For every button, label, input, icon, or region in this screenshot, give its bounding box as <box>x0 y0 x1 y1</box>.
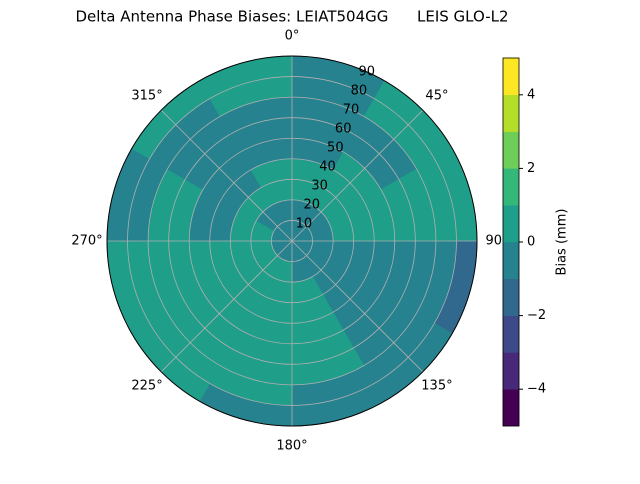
r-tick-label: 30 <box>311 179 328 194</box>
colorbar-segment <box>502 57 520 96</box>
grid-spoke <box>291 109 424 242</box>
colorbar-segment <box>502 352 520 390</box>
colorbar-tick-label: 0 <box>527 235 535 250</box>
colorbar-segment <box>502 94 520 132</box>
theta-tick-label: 315° <box>131 89 162 104</box>
polar-frame <box>106 55 478 427</box>
theta-tick-label: 225° <box>131 378 162 393</box>
r-tick-label: 60 <box>335 122 352 137</box>
r-tick-label: 50 <box>327 141 344 156</box>
colorbar-segment <box>502 131 520 169</box>
r-tick-label: 80 <box>351 84 368 99</box>
r-tick-label: 70 <box>343 103 360 118</box>
chart-title: Delta Antenna Phase Biases: LEIAT504GG L… <box>75 8 508 26</box>
colorbar-segment <box>502 241 520 280</box>
r-tick-label: 20 <box>303 198 320 213</box>
theta-tick-label: 45° <box>425 89 448 104</box>
colorbar-tick-label: −2 <box>527 308 546 323</box>
theta-tick-label: 0° <box>285 29 300 44</box>
colorbar-segment <box>502 168 520 206</box>
r-tick-label: 10 <box>296 217 313 232</box>
colorbar-tick-label: −4 <box>527 382 546 397</box>
colorbar-tick-label: 4 <box>527 87 535 102</box>
theta-tick-label: 180° <box>276 439 307 454</box>
colorbar-tick-label: 2 <box>527 161 535 176</box>
colorbar-segment <box>502 278 520 316</box>
colorbar-label: Bias (mm) <box>555 209 570 276</box>
theta-tick-label: 135° <box>421 378 452 393</box>
r-tick-label: 90 <box>359 65 376 80</box>
r-tick-label: 40 <box>319 160 336 175</box>
grid-spoke <box>291 240 424 373</box>
colorbar-segment <box>502 315 520 353</box>
grid-spoke <box>160 109 293 242</box>
theta-tick-label: 270° <box>71 234 102 249</box>
colorbar-segment <box>502 388 520 427</box>
colorbar-segment <box>502 204 520 243</box>
grid-spoke <box>160 240 293 373</box>
